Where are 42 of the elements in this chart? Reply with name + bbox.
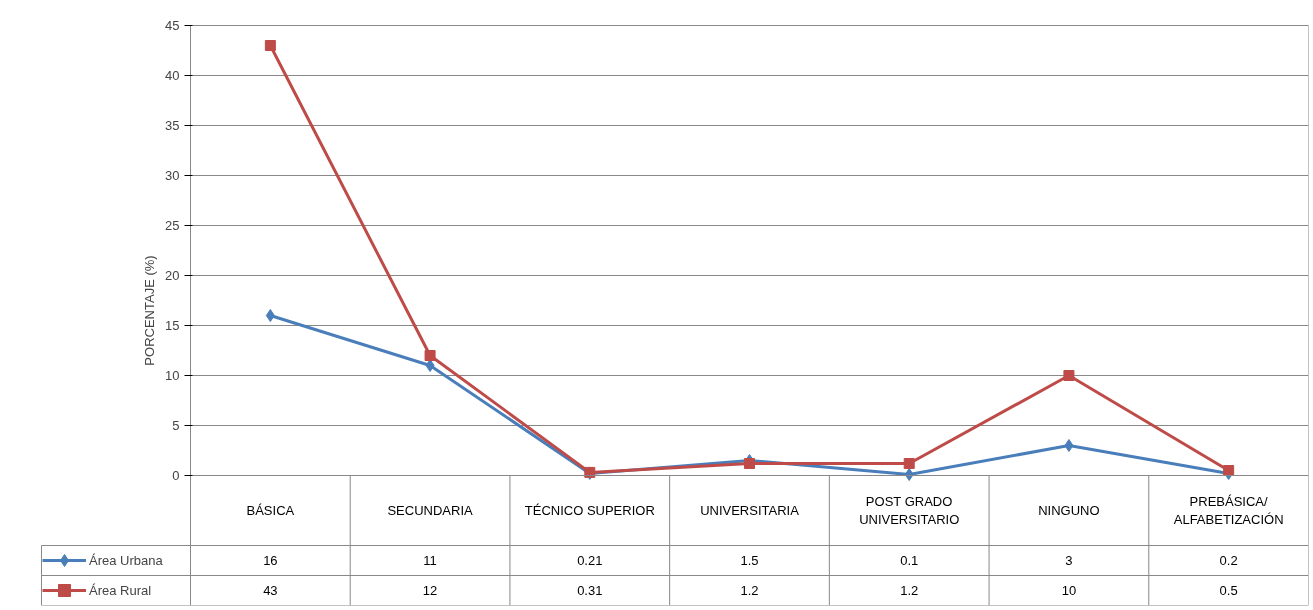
y-tick-label: 25 — [165, 218, 180, 233]
data-label: 43 — [263, 583, 278, 598]
x-tick-label: BÁSICA — [246, 503, 295, 518]
point — [1063, 370, 1075, 381]
x-tick-label: POST GRADO UNIVERSITARIO — [859, 494, 960, 527]
y-tick-label: 5 — [172, 418, 180, 433]
point — [265, 309, 275, 322]
data-label: 11 — [423, 553, 437, 568]
data-label: 3 — [1065, 553, 1073, 568]
point — [264, 40, 276, 51]
data-label: 1.2 — [900, 583, 919, 598]
data-label: 0.2 — [1219, 553, 1238, 568]
point — [903, 458, 915, 469]
legend-label: Área Rural — [89, 581, 152, 600]
data-label: 16 — [263, 553, 278, 568]
point — [1064, 439, 1074, 452]
y-axis-title: PORCENTAJE (%) — [142, 255, 158, 366]
x-tick-label: PREBÁSICA/ ALFABETIZACIÓN — [1173, 494, 1284, 527]
data-label: 0.31 — [577, 583, 603, 598]
y-tick-label: 45 — [165, 18, 180, 33]
y-tick-label: 10 — [165, 368, 180, 383]
point — [744, 458, 755, 469]
y-tick-label: 30 — [165, 168, 180, 183]
y-tick-label: 35 — [165, 118, 180, 133]
x-tick-label: SECUNDARIA — [387, 503, 474, 518]
legend-label: Área Urbana — [89, 551, 163, 570]
data-label: 10 — [1061, 583, 1077, 598]
y-tick-label: 15 — [165, 318, 180, 333]
point — [424, 350, 436, 361]
data-label: 1.2 — [740, 583, 759, 598]
data-label: 12 — [422, 583, 438, 598]
data-label: 1.5 — [740, 553, 759, 568]
x-tick-label: UNIVERSITARIA — [700, 503, 800, 518]
data-label: 0.21 — [577, 553, 603, 568]
y-tick-label: 0 — [172, 468, 180, 483]
y-tick-label: 20 — [165, 268, 180, 283]
y-tick-label: 40 — [165, 68, 180, 83]
x-tick-label: TÉCNICO SUPERIOR — [524, 503, 655, 518]
point — [1223, 465, 1235, 476]
data-label: 0.1 — [900, 553, 919, 568]
x-tick-label: NINGUNO — [1038, 503, 1100, 518]
data-label: 0.5 — [1219, 583, 1238, 598]
